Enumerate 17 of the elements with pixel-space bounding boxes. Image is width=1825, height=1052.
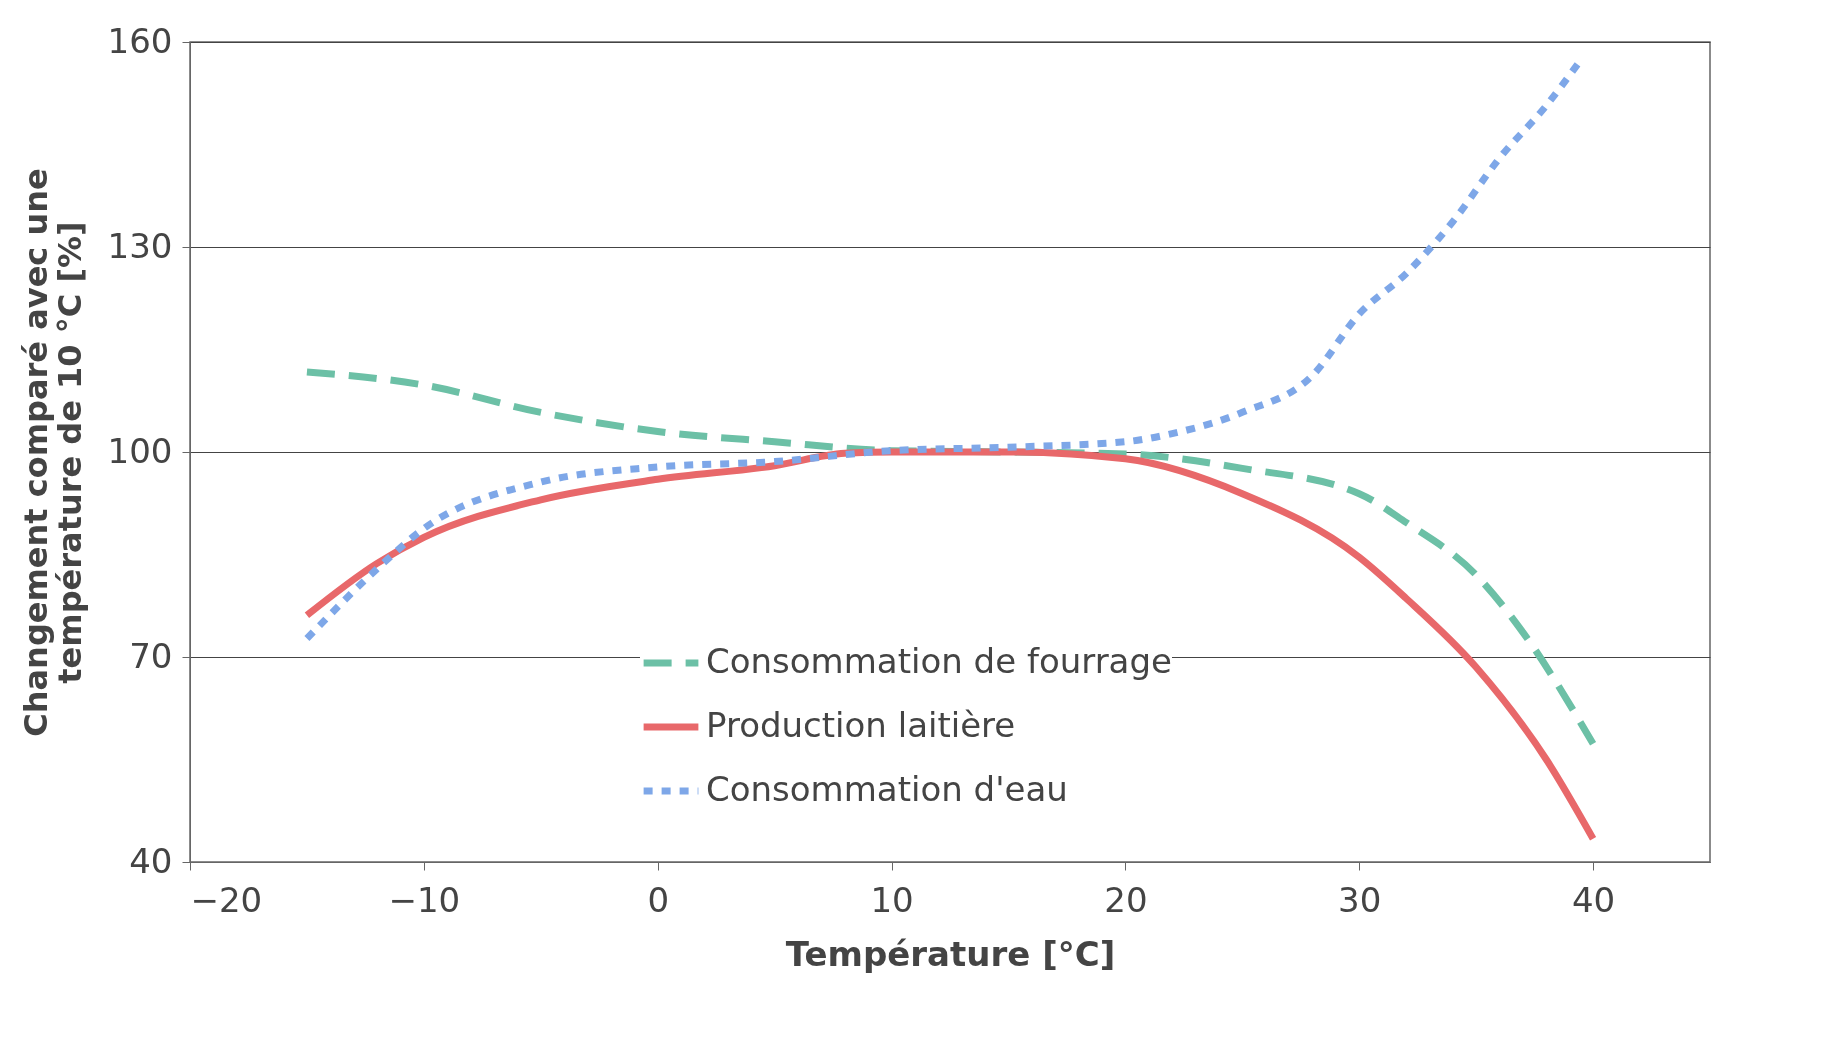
x-tick-label: 20 [1104, 879, 1148, 920]
y-axis-title: Changement comparé avec une température de 10 °C [%] [16, 168, 89, 737]
y-tick-label: 130 [107, 225, 173, 266]
y-tick-label: 100 [107, 430, 173, 471]
x-tick-label: 30 [1338, 879, 1382, 920]
y-tick-label: 40 [129, 840, 173, 881]
x-tick-label: −20 [190, 879, 263, 920]
legend-label: Production laitière [706, 705, 1016, 745]
x-tick-label: −10 [388, 879, 461, 920]
y-tick-label: 70 [129, 635, 173, 676]
x-tick-label: 10 [870, 879, 914, 920]
legend-label: Consommation de fourrage [706, 641, 1172, 681]
x-tick-label: 0 [647, 879, 670, 920]
legend-label: Consommation d'eau [706, 769, 1068, 809]
y-tick-label: 160 [107, 20, 173, 61]
x-tick-label: 40 [1571, 879, 1616, 920]
x-axis-title: Température [°C] [785, 933, 1116, 974]
